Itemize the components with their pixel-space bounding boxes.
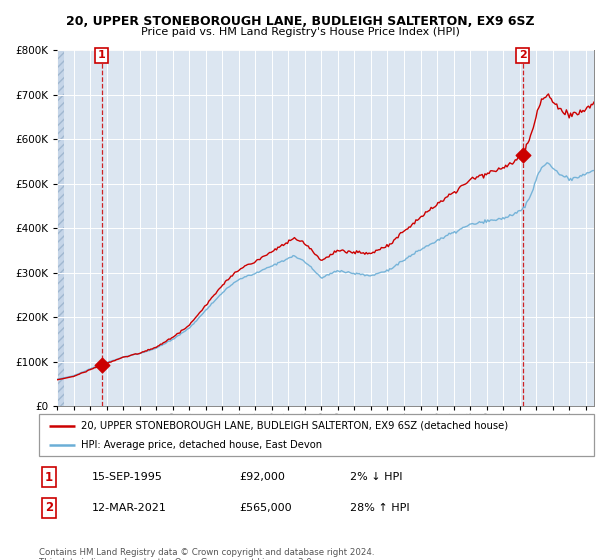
Text: £565,000: £565,000 bbox=[239, 503, 292, 513]
Text: 2% ↓ HPI: 2% ↓ HPI bbox=[350, 472, 403, 482]
Text: 2: 2 bbox=[519, 50, 527, 60]
Point bbox=[518, 151, 527, 160]
Text: 20, UPPER STONEBOROUGH LANE, BUDLEIGH SALTERTON, EX9 6SZ: 20, UPPER STONEBOROUGH LANE, BUDLEIGH SA… bbox=[65, 15, 535, 27]
Text: HPI: Average price, detached house, East Devon: HPI: Average price, detached house, East… bbox=[80, 440, 322, 450]
Text: 1: 1 bbox=[45, 470, 53, 484]
Text: Contains HM Land Registry data © Crown copyright and database right 2024.
This d: Contains HM Land Registry data © Crown c… bbox=[39, 548, 374, 560]
Bar bbox=[57, 50, 64, 406]
Text: 15-SEP-1995: 15-SEP-1995 bbox=[92, 472, 163, 482]
FancyBboxPatch shape bbox=[39, 414, 594, 456]
Text: 1: 1 bbox=[98, 50, 106, 60]
Point bbox=[97, 361, 107, 370]
Text: Price paid vs. HM Land Registry's House Price Index (HPI): Price paid vs. HM Land Registry's House … bbox=[140, 27, 460, 37]
Bar bbox=[57, 50, 64, 406]
Text: 2: 2 bbox=[45, 501, 53, 515]
Text: 20, UPPER STONEBOROUGH LANE, BUDLEIGH SALTERTON, EX9 6SZ (detached house): 20, UPPER STONEBOROUGH LANE, BUDLEIGH SA… bbox=[80, 421, 508, 431]
Text: 12-MAR-2021: 12-MAR-2021 bbox=[92, 503, 167, 513]
Text: 28% ↑ HPI: 28% ↑ HPI bbox=[350, 503, 409, 513]
Text: £92,000: £92,000 bbox=[239, 472, 284, 482]
